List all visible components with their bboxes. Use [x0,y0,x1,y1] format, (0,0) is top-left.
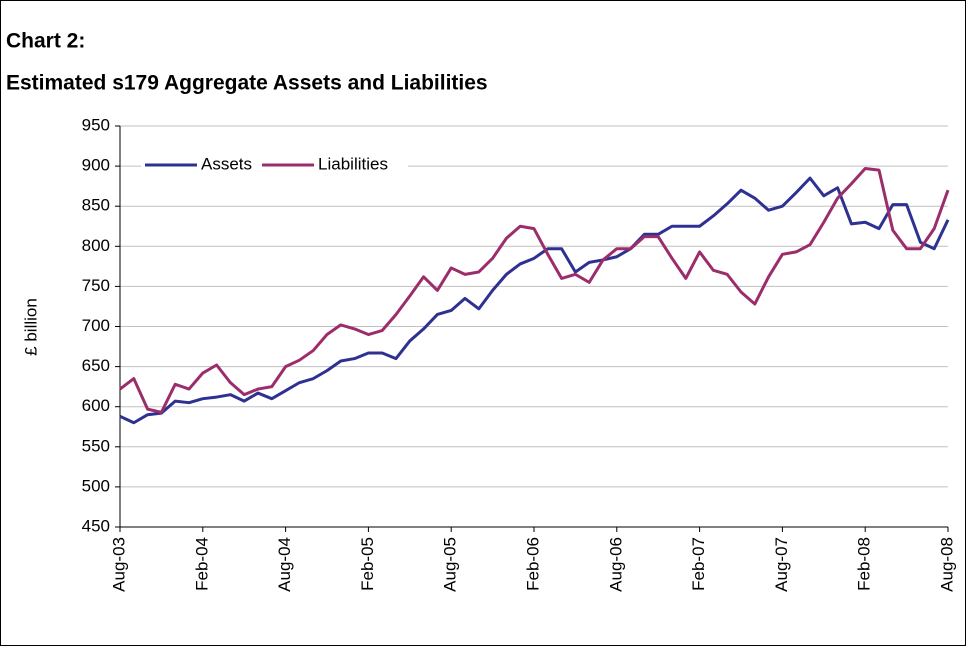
y-axis-label: £ billion [21,298,40,356]
y-tick-label: 950 [82,115,110,134]
x-tick-label: Feb-08 [855,537,874,591]
y-tick-label: 800 [82,236,110,255]
y-tick-label: 500 [82,476,110,495]
y-tick-label: 850 [82,196,110,215]
y-tick-label: 750 [82,276,110,295]
x-tick-label: Aug-07 [772,537,791,592]
x-tick-label: Aug-05 [441,537,460,592]
y-tick-label: 550 [82,436,110,455]
chart-title: Chart 2: [6,30,85,53]
y-tick-label: 900 [82,156,110,175]
y-tick-label: 600 [82,396,110,415]
x-tick-label: Feb-06 [523,537,542,591]
chart-subtitle: Estimated s179 Aggregate Assets and Liab… [6,72,488,95]
legend-label: Liabilities [318,154,388,173]
x-tick-label: Aug-06 [606,537,625,592]
series-line [119,176,950,425]
y-tick-label: 700 [82,316,110,335]
series-line [119,167,950,414]
x-tick-label: Aug-03 [109,537,128,592]
y-tick-label: 450 [82,516,110,535]
x-tick-label: Feb-07 [689,537,708,591]
x-tick-label: Aug-08 [937,537,956,592]
x-tick-label: Feb-05 [358,537,377,591]
x-tick-label: Feb-04 [192,537,211,591]
y-tick-label: 650 [82,356,110,375]
x-tick-label: Aug-04 [275,537,294,592]
legend-label: Assets [201,154,252,173]
